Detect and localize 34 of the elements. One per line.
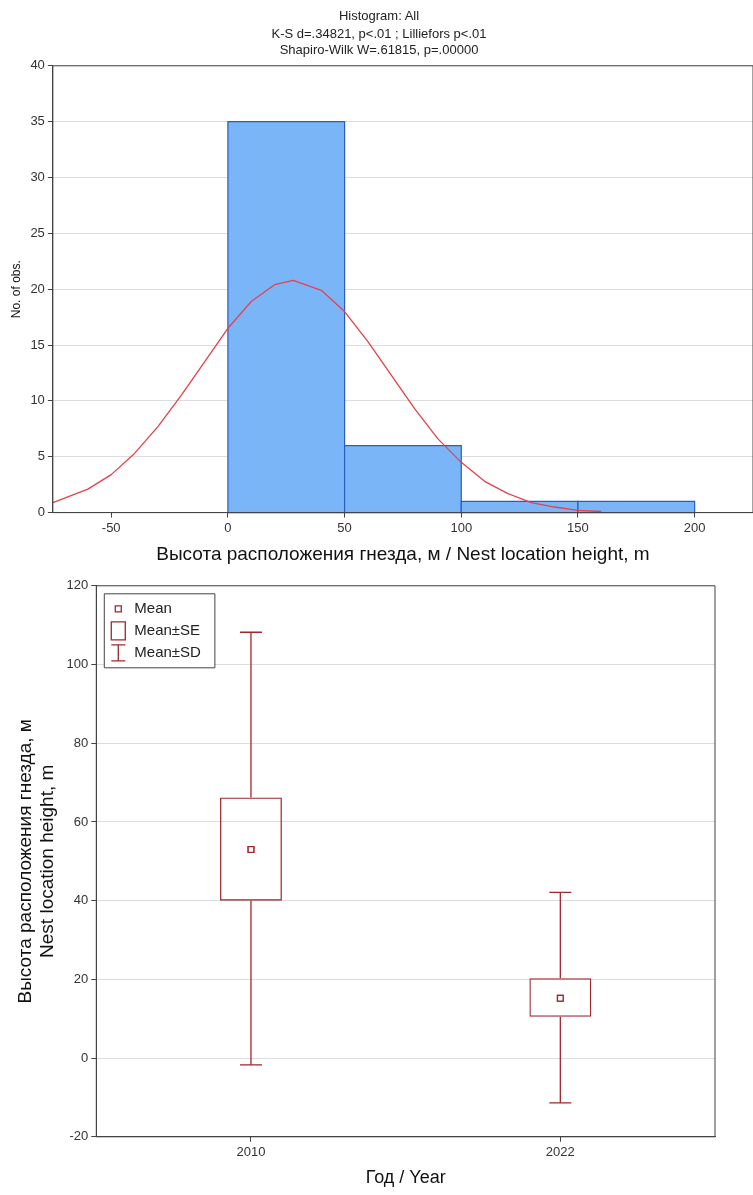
x-tick-label: 200 (683, 519, 706, 535)
y-tick-label: 20 (73, 970, 89, 986)
y-tick-label: 60 (73, 813, 89, 829)
y-tick-label: 0 (81, 1049, 89, 1065)
y-tick-label: 30 (30, 169, 45, 185)
legend-label: Mean±SE (134, 620, 201, 638)
x-tick-label: 0 (224, 519, 232, 535)
y-tick-label: -20 (69, 1128, 89, 1144)
y-tick-label: 10 (30, 392, 45, 408)
y-tick-label: 120 (66, 577, 89, 593)
y-tick-label: 15 (30, 336, 45, 352)
x-tick-label: 2022 (545, 1144, 575, 1160)
y-tick-label: 40 (30, 57, 45, 73)
y-tick-label: 25 (30, 224, 45, 240)
y-tick-label: 40 (73, 892, 89, 908)
x-tick-label: 50 (337, 519, 352, 535)
x-tick-label: 2010 (236, 1144, 266, 1160)
y-tick-label: 80 (73, 734, 89, 750)
x-axis-title: Высота расположения гнезда, м / Nest location height, m (156, 542, 650, 564)
x-axis-title: Год / Year (365, 1167, 446, 1188)
x-tick-label: 150 (567, 519, 589, 535)
y-tick-label: 0 (37, 504, 45, 520)
y-axis-title: Высота расположения гнезда, м Nest location height, m (13, 719, 58, 1004)
x-tick-label: 100 (450, 519, 473, 535)
y-tick-label: 35 (30, 113, 45, 129)
x-tick-label: -50 (101, 519, 121, 535)
y-axis-title: No. of obs. (8, 260, 23, 319)
chart-subtitle: K-S d=.34821, p<.01 ; Lilliefors p<.01 Shapiro-Wilk W=.61815, p=.00000 (271, 25, 487, 57)
legend-label: Mean±SD (134, 642, 202, 660)
y-tick-label: 20 (30, 280, 45, 296)
y-tick-label: 5 (37, 448, 45, 464)
y-tick-label: 100 (66, 656, 89, 672)
chart-title: Histogram: All (338, 8, 420, 24)
legend-label: Mean (134, 598, 172, 616)
